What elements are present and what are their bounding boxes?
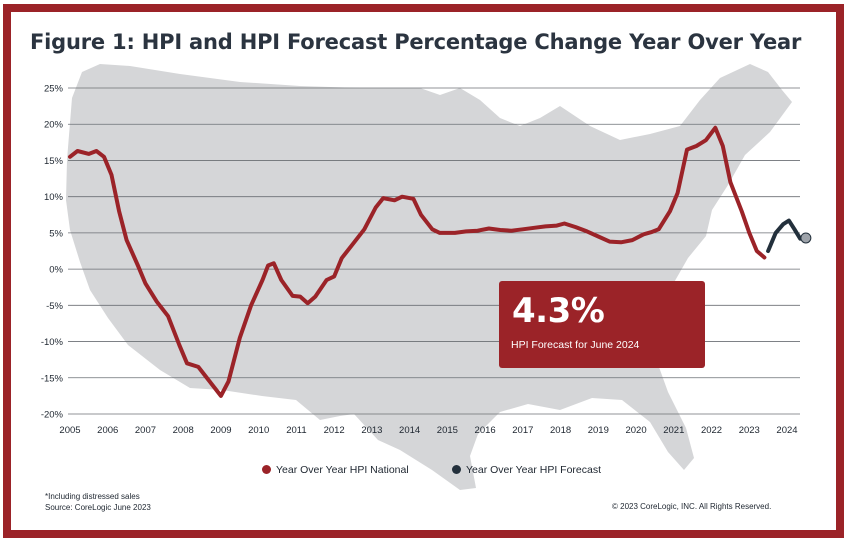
y-tick-label: -15% — [41, 373, 64, 384]
us-map-background — [66, 64, 792, 490]
x-tick-label: 2011 — [286, 425, 306, 436]
legend-label-national: Year Over Year HPI National — [276, 464, 409, 476]
y-tick-label: 0% — [49, 265, 63, 276]
x-tick-label: 2006 — [97, 425, 118, 436]
x-axis: 2005 2006 2007 2008 2009 2010 2011 2012 2013 2014… — [59, 425, 797, 436]
forecast-callout: 4.3% HPI Forecast for June 2024 — [499, 281, 705, 368]
x-tick-label: 2010 — [248, 425, 269, 436]
x-tick-label: 2023 — [739, 425, 760, 436]
x-tick-label: 2021 — [663, 425, 684, 436]
x-tick-label: 2024 — [776, 425, 797, 436]
legend-label-forecast: Year Over Year HPI Forecast — [466, 464, 602, 476]
x-tick-label: 2005 — [59, 425, 80, 436]
x-tick-label: 2020 — [625, 425, 646, 436]
callout-value: 4.3% — [512, 291, 605, 331]
y-tick-label: -5% — [46, 301, 63, 312]
x-tick-label: 2008 — [173, 425, 194, 436]
x-tick-label: 2014 — [399, 425, 420, 436]
page-title: Figure 1: HPI and HPI Forecast Percentag… — [30, 30, 802, 54]
y-tick-label: -20% — [41, 410, 64, 421]
copyright: © 2023 CoreLogic, INC. All Rights Reserv… — [612, 502, 772, 511]
x-tick-label: 2022 — [701, 425, 722, 436]
footnote-line-1: *Including distressed sales — [45, 492, 140, 501]
x-tick-label: 2018 — [550, 425, 571, 436]
forecast-endpoint-marker — [800, 232, 812, 244]
x-tick-label: 2015 — [437, 425, 458, 436]
footnote: *Including distressed sales Source: Core… — [45, 491, 151, 513]
x-tick-label: 2012 — [324, 425, 345, 436]
x-tick-label: 2016 — [475, 425, 496, 436]
y-tick-label: -10% — [41, 337, 64, 348]
legend-swatch-forecast — [452, 465, 461, 474]
x-tick-label: 2009 — [210, 425, 231, 436]
y-axis: 25% 20% 15% 10% 5% 0% -5% -10% -15% -20% — [41, 84, 64, 421]
y-tick-label: 15% — [44, 156, 64, 167]
y-tick-label: 5% — [49, 228, 63, 239]
series-lines — [68, 125, 812, 398]
series-line-forecast — [766, 218, 808, 253]
footnote-line-2: Source: CoreLogic June 2023 — [45, 503, 151, 512]
y-tick-label: 10% — [44, 192, 64, 203]
y-tick-label: 25% — [44, 84, 64, 95]
x-tick-label: 2007 — [135, 425, 156, 436]
legend-swatch-national — [262, 465, 271, 474]
legend-item-forecast: Year Over Year HPI Forecast — [452, 464, 601, 476]
x-tick-label: 2013 — [361, 425, 382, 436]
x-tick-label: 2019 — [588, 425, 609, 436]
legend-item-national: Year Over Year HPI National — [262, 464, 409, 476]
y-tick-label: 20% — [44, 120, 64, 131]
callout-label: HPI Forecast for June 2024 — [511, 339, 640, 351]
series-line-national — [68, 125, 767, 398]
x-tick-label: 2017 — [512, 425, 533, 436]
